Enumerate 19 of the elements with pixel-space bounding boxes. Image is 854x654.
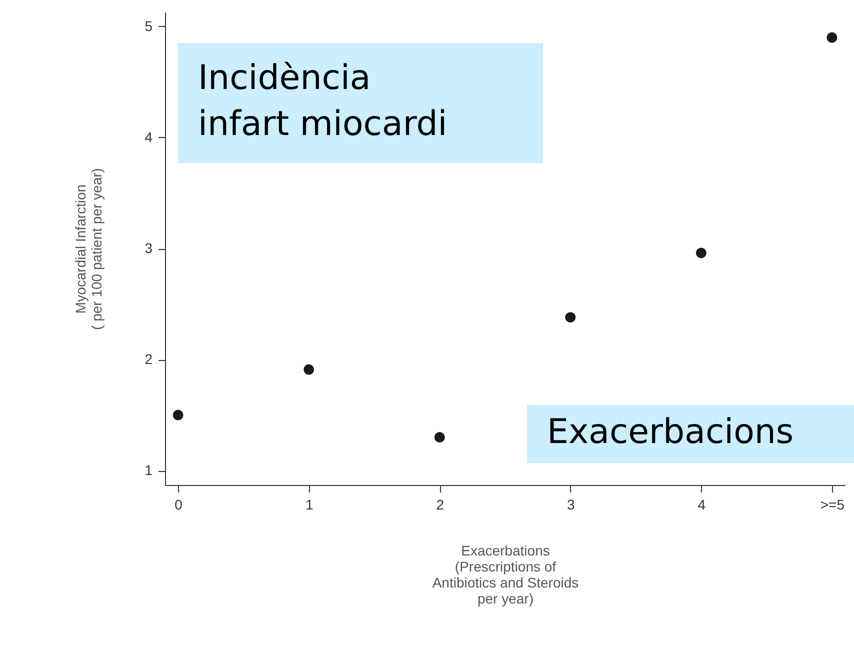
point	[565, 312, 576, 323]
point	[826, 32, 838, 43]
point	[304, 364, 314, 375]
x-tick-label: 2	[436, 496, 444, 512]
x-tick-label: 1	[305, 496, 314, 512]
y-tick-label: 1	[144, 462, 153, 478]
y-tick-label: 4	[144, 128, 153, 145]
x-axis-title: Exacerbations (Prescriptions of Antibiotics and Steroids per year)	[432, 542, 579, 606]
point	[434, 432, 445, 442]
y-tick-label: 3	[144, 240, 153, 256]
x-tick-label: 3	[566, 496, 575, 512]
y-axis-title: Myocardial Infarction ( per 100 patient per year)	[72, 168, 105, 330]
point	[172, 410, 184, 420]
x-tick-label: >=5	[820, 496, 845, 512]
x-tick-label: 0	[174, 496, 183, 512]
y-tick-label: 5	[144, 18, 153, 34]
point	[696, 248, 706, 258]
y-tick-label: 2	[144, 351, 153, 368]
x-tick-label: 4	[698, 496, 706, 512]
